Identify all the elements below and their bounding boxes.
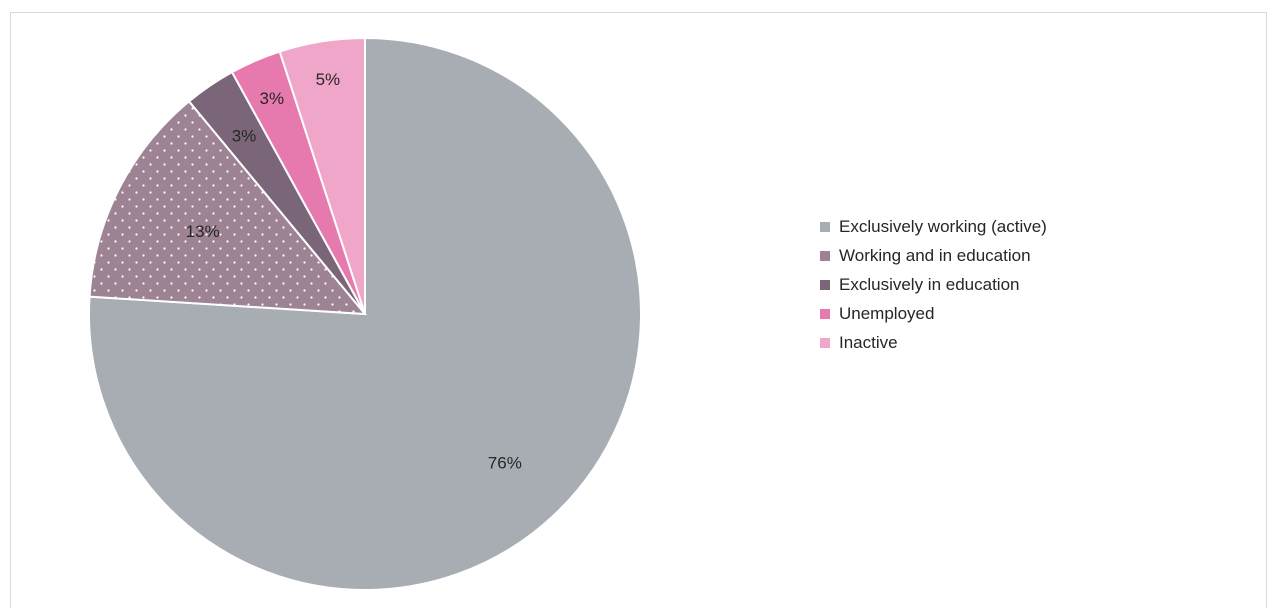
legend-label: Exclusively working (active) xyxy=(839,216,1047,236)
legend-swatch xyxy=(820,337,830,348)
legend: Exclusively working (active) Working and … xyxy=(820,212,1047,357)
legend-swatch xyxy=(820,250,830,261)
data-label-unemployed: 3% xyxy=(260,89,285,108)
legend-item-inactive: Inactive xyxy=(820,328,1047,357)
pie-slice-inactive xyxy=(278,36,366,315)
legend-swatch xyxy=(820,279,830,290)
legend-label: Unemployed xyxy=(839,303,935,323)
data-label-exclusively-working-active: 76% xyxy=(488,453,522,472)
data-label-inactive: 5% xyxy=(316,70,341,89)
legend-item-exclusively-in-education: Exclusively in education xyxy=(820,270,1047,299)
data-label-working-and-in-education: 13% xyxy=(186,222,220,241)
legend-swatch xyxy=(820,221,830,232)
pie-slice-working-and-in-education xyxy=(88,99,368,316)
data-label-exclusively-in-education: 3% xyxy=(232,126,257,145)
pie-slices xyxy=(88,36,642,591)
legend-item-working-and-in-education: Working and in education xyxy=(820,241,1047,270)
legend-swatch xyxy=(820,308,830,319)
legend-label: Working and in education xyxy=(839,245,1031,265)
pie-data-labels: 76% 13% 3%3% 5% xyxy=(186,70,522,472)
legend-item-unemployed: Unemployed xyxy=(820,299,1047,328)
legend-item-exclusively-working-active: Exclusively working (active) xyxy=(820,212,1047,241)
legend-label: Exclusively in education xyxy=(839,274,1020,294)
pie-slice-exclusively-working-active xyxy=(88,36,642,591)
legend-label: Inactive xyxy=(839,332,898,352)
